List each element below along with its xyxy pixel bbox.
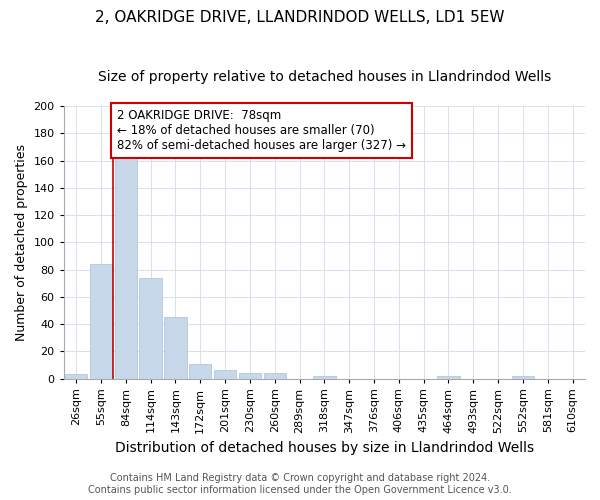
Bar [263, 373, 286, 378]
Bar [189, 364, 211, 378]
Text: Contains HM Land Registry data © Crown copyright and database right 2024.
Contai: Contains HM Land Registry data © Crown c… [88, 474, 512, 495]
Text: 2, OAKRIDGE DRIVE, LLANDRINDOD WELLS, LD1 5EW: 2, OAKRIDGE DRIVE, LLANDRINDOD WELLS, LD… [95, 10, 505, 25]
Bar [313, 376, 335, 378]
Text: 2 OAKRIDGE DRIVE:  78sqm
← 18% of detached houses are smaller (70)
82% of semi-d: 2 OAKRIDGE DRIVE: 78sqm ← 18% of detache… [117, 108, 406, 152]
Title: Size of property relative to detached houses in Llandrindod Wells: Size of property relative to detached ho… [98, 70, 551, 84]
Bar [437, 376, 460, 378]
X-axis label: Distribution of detached houses by size in Llandrindod Wells: Distribution of detached houses by size … [115, 441, 534, 455]
Bar [115, 154, 137, 378]
Bar [90, 264, 112, 378]
Bar [65, 374, 87, 378]
Bar [139, 278, 162, 378]
Bar [239, 373, 261, 378]
Bar [164, 317, 187, 378]
Y-axis label: Number of detached properties: Number of detached properties [15, 144, 28, 341]
Bar [214, 370, 236, 378]
Bar [512, 376, 534, 378]
